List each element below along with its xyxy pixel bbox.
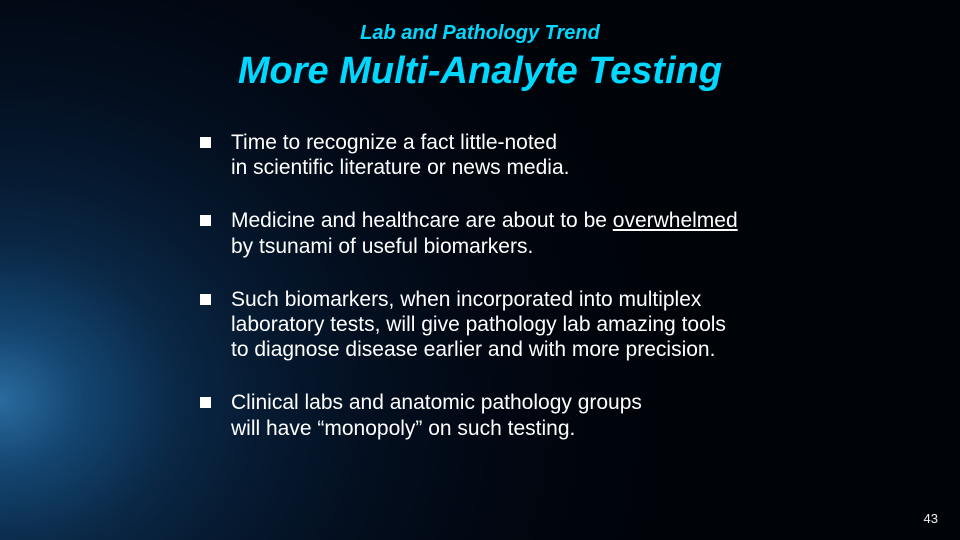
- list-item: Such biomarkers, when incorporated into …: [200, 287, 900, 363]
- bullet-text-pre: Medicine and healthcare are about to be: [231, 209, 613, 232]
- slide: Lab and Pathology Trend More Multi-Analy…: [0, 0, 960, 540]
- bullet-text: Time to recognize a fact little-notedin …: [231, 130, 900, 180]
- bullet-marker-icon: [200, 137, 211, 148]
- bullet-list: Time to recognize a fact little-notedin …: [200, 130, 900, 469]
- bullet-text: Medicine and healthcare are about to be …: [231, 208, 900, 258]
- bullet-marker-icon: [200, 215, 211, 226]
- bullet-marker-icon: [200, 294, 211, 305]
- bullet-text-underlined: overwhelmed: [613, 209, 738, 232]
- bullet-text-post: by tsunami of useful biomarkers.: [231, 235, 533, 258]
- slide-title: More Multi-Analyte Testing: [0, 50, 960, 93]
- slide-subtitle: Lab and Pathology Trend: [0, 22, 960, 45]
- list-item: Clinical labs and anatomic pathology gro…: [200, 390, 900, 440]
- list-item: Medicine and healthcare are about to be …: [200, 208, 900, 258]
- list-item: Time to recognize a fact little-notedin …: [200, 130, 900, 180]
- bullet-text: Clinical labs and anatomic pathology gro…: [231, 390, 900, 440]
- bullet-marker-icon: [200, 397, 211, 408]
- bullet-text: Such biomarkers, when incorporated into …: [231, 287, 900, 363]
- page-number: 43: [924, 511, 938, 526]
